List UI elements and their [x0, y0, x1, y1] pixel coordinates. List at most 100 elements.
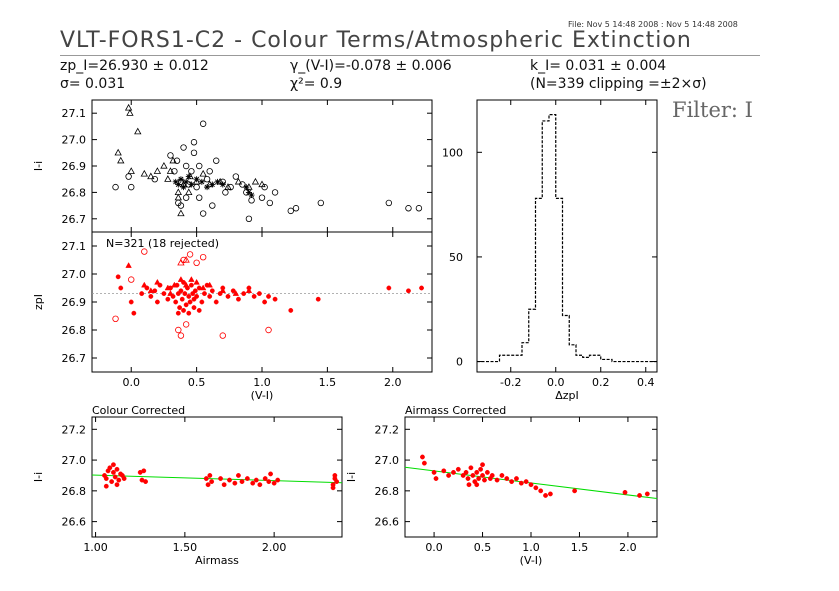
filter-label: Filter: I	[672, 98, 753, 122]
raw-point	[140, 169, 148, 177]
raw-point	[180, 144, 187, 151]
raw-point	[188, 181, 195, 188]
colour-point	[275, 477, 281, 483]
colour-point	[250, 480, 256, 486]
raw-point	[214, 178, 221, 185]
raw-point	[182, 162, 190, 170]
airmass-point	[470, 473, 476, 478]
zp-ylabel: zpI	[32, 294, 45, 310]
raw-point	[213, 157, 220, 164]
zp-point	[125, 262, 132, 268]
colour-point	[209, 479, 215, 485]
raw-point	[234, 177, 243, 185]
raw-point	[405, 205, 412, 212]
raw-point	[114, 148, 122, 156]
raw-point	[245, 189, 252, 196]
zp-point	[272, 296, 278, 302]
zp-point	[225, 293, 231, 299]
airmass-xtick-label: 0.0	[425, 541, 443, 554]
zp-point	[164, 284, 172, 291]
raw-point	[166, 167, 175, 174]
zp-point	[265, 326, 272, 334]
colour-point	[143, 479, 148, 485]
colour-point	[330, 485, 336, 491]
zp-point	[173, 299, 179, 305]
raw-point	[239, 181, 246, 188]
raw-point	[192, 177, 201, 185]
hist-ytick-label: 100	[442, 146, 463, 159]
colour-point	[257, 482, 263, 488]
hist-ytick-label: 0	[456, 356, 463, 369]
zp-point	[171, 281, 178, 288]
zp-point	[232, 290, 240, 296]
zp-point	[179, 296, 185, 302]
colour-point	[103, 483, 109, 489]
zp-xtick-label: 1.0	[253, 376, 271, 389]
airmass-point	[543, 493, 548, 498]
zp-point	[206, 281, 213, 288]
zp-point	[315, 296, 321, 302]
zp-point	[386, 285, 392, 291]
zp-point	[182, 291, 188, 296]
raw-ytick-label: 26.8	[62, 186, 87, 199]
airmass-point	[465, 476, 471, 481]
zp-point	[181, 307, 186, 313]
zp-ytick-label: 26.7	[62, 352, 87, 365]
zp-point	[188, 282, 194, 288]
zp-point	[188, 276, 195, 282]
zp-point	[147, 287, 155, 294]
zp-point	[230, 288, 236, 294]
zp-point	[241, 291, 247, 296]
raw-point	[172, 178, 179, 185]
airmass-point	[523, 479, 529, 485]
colour-point	[207, 473, 213, 478]
airmass-point	[480, 473, 485, 478]
colour-point	[334, 479, 340, 485]
zp-point	[186, 293, 192, 299]
zp-point	[251, 293, 257, 299]
raw-point	[126, 109, 134, 116]
zp-ytick-label: 26.8	[62, 324, 87, 337]
gamma-value: γ_(V-I)=-0.078 ± 0.006	[290, 58, 452, 74]
k-value: k_I= 0.031 ± 0.004	[530, 58, 667, 74]
raw-point	[112, 183, 119, 191]
colour-point	[253, 477, 259, 483]
zp-point	[209, 288, 215, 294]
airmass-xtick-label: 1.5	[571, 541, 589, 554]
colour-point	[203, 476, 209, 481]
zp-point	[118, 285, 124, 291]
raw-point	[258, 180, 266, 188]
airmass-point	[463, 469, 469, 475]
colour-ytick-label: 27.2	[62, 423, 87, 436]
airmass-point	[484, 469, 490, 475]
raw-ytick-label: 27.0	[62, 134, 87, 147]
raw-point	[160, 161, 168, 169]
raw-point	[219, 181, 226, 188]
colour-point	[268, 471, 273, 477]
zp-point	[182, 281, 190, 288]
zp-point	[191, 305, 197, 310]
airmass-point	[466, 482, 472, 488]
colour-point	[244, 476, 250, 481]
zp-point	[177, 276, 185, 282]
colour-point	[266, 479, 272, 485]
raw-point	[167, 152, 174, 159]
raw-point	[174, 193, 182, 201]
clipping-info: (N=339 clipping =±2×σ)	[530, 76, 707, 92]
airmass-ytick-label: 27.2	[375, 423, 400, 436]
zp-point	[262, 299, 268, 305]
zp-point	[219, 332, 226, 339]
raw-point	[183, 178, 190, 185]
airmass-point	[460, 473, 466, 478]
zp-point	[115, 274, 121, 280]
raw-point	[153, 167, 162, 174]
airmass-ytick-label: 26.8	[375, 485, 400, 498]
zp-point	[219, 287, 226, 294]
raw-point	[196, 194, 203, 201]
airmass-frame	[404, 416, 658, 538]
colour-xtick-label: 1.00	[83, 541, 108, 554]
raw-frame	[91, 99, 433, 233]
raw-point	[169, 156, 177, 164]
airmass-point	[509, 479, 515, 485]
